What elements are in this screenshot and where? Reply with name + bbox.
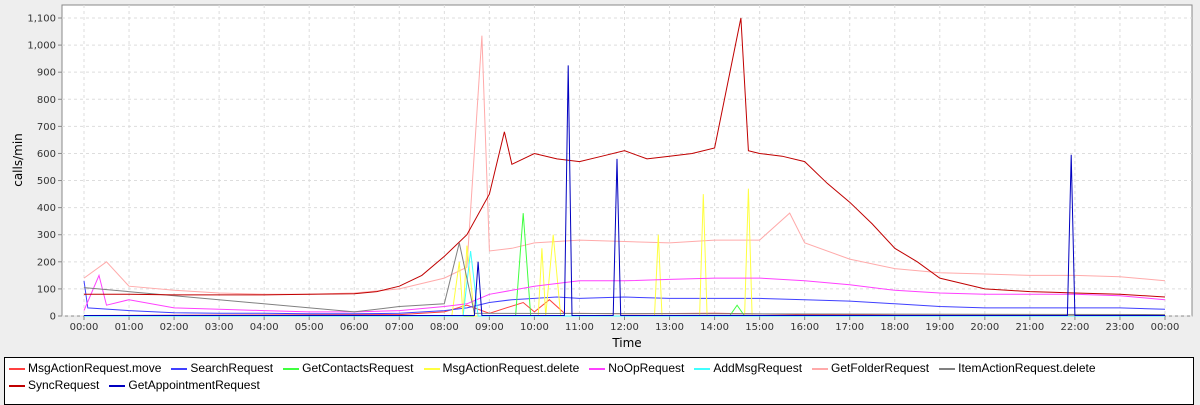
- legend-item: AddMsgRequest: [694, 361, 802, 376]
- x-tick-label: 15:00: [745, 322, 774, 333]
- legend-item: MsgActionRequest.delete: [423, 361, 580, 376]
- legend-label: MsgActionRequest.delete: [442, 361, 580, 375]
- x-tick-label: 09:00: [475, 322, 504, 333]
- x-tick-label: 23:00: [1106, 322, 1135, 333]
- legend-swatch: [939, 367, 956, 370]
- x-tick-label: 14:00: [700, 322, 729, 333]
- x-tick-label: 22:00: [1061, 322, 1090, 333]
- x-tick-label: 06:00: [340, 322, 369, 333]
- legend-label: AddMsgRequest: [713, 361, 803, 375]
- plot-area: [61, 4, 1193, 317]
- x-tick-label: 00:00: [70, 322, 99, 333]
- series-line-getfolderrequest: [83, 35, 1166, 295]
- y-tick-label: 500: [37, 176, 56, 187]
- legend-label: GetContactsRequest: [302, 361, 414, 375]
- legend-label: GetAppointmentRequest: [128, 378, 260, 392]
- x-axis-label: Time: [611, 336, 641, 350]
- x-tick-label: 13:00: [655, 322, 684, 333]
- grid: [62, 5, 1192, 317]
- x-tick-label: 02:00: [160, 322, 189, 333]
- legend-item: GetFolderRequest: [812, 361, 929, 376]
- legend-item: NoOpRequest: [589, 361, 684, 376]
- y-tick-label: 1,100: [27, 14, 56, 25]
- x-tick-label: 07:00: [385, 322, 414, 333]
- x-tick-label: 17:00: [835, 322, 864, 333]
- legend-label: MsgActionRequest.move: [28, 361, 162, 375]
- x-tick-label: 19:00: [925, 322, 954, 333]
- legend-item: SyncRequest: [9, 378, 99, 393]
- x-tick-label: 04:00: [250, 322, 279, 333]
- y-tick-label: 900: [37, 68, 56, 79]
- legend-swatch: [109, 384, 126, 387]
- legend-swatch: [9, 384, 25, 387]
- y-tick-label: 300: [37, 230, 56, 241]
- series-line-searchrequest: [83, 280, 1166, 315]
- legend-item: GetAppointmentRequest: [109, 378, 260, 393]
- y-tick-label: 700: [37, 122, 56, 133]
- legend-label: GetFolderRequest: [831, 361, 930, 375]
- line-chart: 0 100 200 300 400 500 600 700 800 900 1,000 1,100 0…: [11, 4, 1193, 350]
- x-tick-label: 01:00: [115, 322, 144, 333]
- x-tick-label: 16:00: [790, 322, 819, 333]
- legend-item: SearchRequest: [171, 361, 273, 376]
- series-line-syncrequest: [84, 17, 1166, 298]
- legend-label: SearchRequest: [190, 361, 274, 375]
- y-tick-label: 200: [37, 257, 56, 268]
- y-tick-label: 800: [37, 95, 56, 106]
- y-tick-label: 100: [37, 284, 56, 295]
- x-axis: 00:00 01:00 02:00 03:00 04:00 05:00 06:00 07:00…: [70, 316, 1180, 333]
- legend-swatch: [812, 367, 829, 370]
- legend-label: SyncRequest: [28, 378, 100, 392]
- legend-swatch: [423, 367, 440, 370]
- y-axis: 0 100 200 300 400 500 600 700 800 900 1,000 1,100: [27, 14, 62, 323]
- legend-swatch: [171, 367, 188, 370]
- x-tick-label: 08:00: [430, 322, 459, 333]
- x-tick-label: 21:00: [1015, 322, 1044, 333]
- y-tick-label: 0: [50, 312, 56, 323]
- legend-item: MsgActionRequest.move: [9, 361, 161, 376]
- legend-swatch: [589, 367, 606, 370]
- x-tick-label: 11:00: [565, 322, 594, 333]
- legend-swatch: [694, 367, 711, 370]
- legend-label: ItemActionRequest.delete: [958, 361, 1096, 375]
- series-line-nooprequest: [83, 273, 1166, 313]
- y-axis-label: calls/min: [11, 133, 25, 187]
- legend-swatch: [283, 367, 300, 370]
- x-tick-label: 03:00: [205, 322, 234, 333]
- y-tick-label: 400: [37, 203, 56, 214]
- x-tick-label: 12:00: [610, 322, 639, 333]
- x-tick-label: 00:00: [1151, 322, 1180, 333]
- series-lines: [83, 17, 1166, 317]
- x-tick-label: 10:00: [520, 322, 549, 333]
- legend-swatch: [9, 367, 25, 370]
- legend-label: NoOpRequest: [608, 361, 685, 375]
- x-tick-label: 20:00: [970, 322, 999, 333]
- y-tick-label: 600: [37, 149, 56, 160]
- legend-item: GetContactsRequest: [283, 361, 414, 376]
- x-tick-label: 05:00: [295, 322, 324, 333]
- y-tick-label: 1,000: [27, 41, 56, 52]
- x-tick-label: 18:00: [880, 322, 909, 333]
- series-line-getappointmentrequest: [84, 65, 1165, 316]
- legend-item: ItemActionRequest.delete: [939, 361, 1096, 376]
- legend: MsgActionRequest.move SearchRequest GetCon…: [4, 357, 1194, 405]
